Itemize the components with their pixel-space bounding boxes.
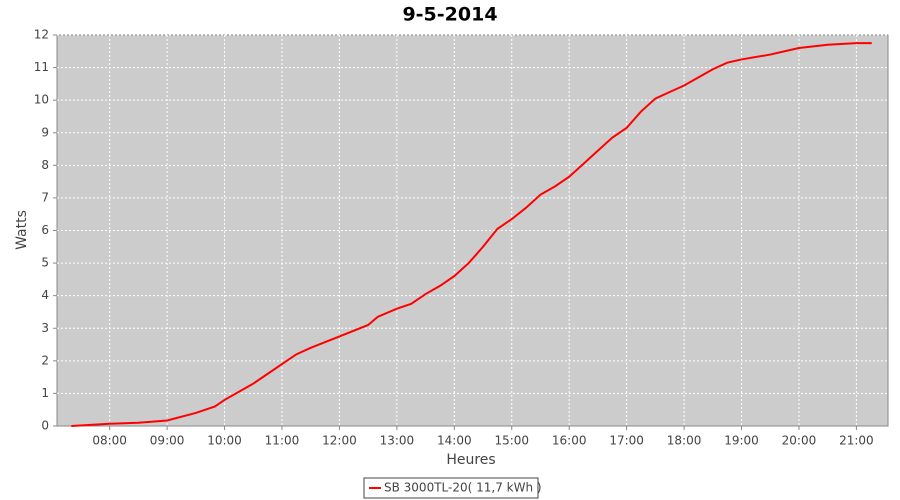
y-tick-label: 2	[41, 353, 49, 367]
x-tick-label: 13:00	[380, 434, 415, 448]
x-tick-label: 09:00	[150, 434, 185, 448]
y-axis-title: Watts	[14, 210, 30, 250]
y-tick-label: 9	[41, 125, 49, 139]
x-tick-label: 19:00	[724, 434, 759, 448]
x-tick-label: 17:00	[609, 434, 644, 448]
x-tick-label: 15:00	[494, 434, 529, 448]
line	[71, 42, 872, 427]
x-tick-label: 12:00	[322, 434, 357, 448]
x-tick-label: 21:00	[839, 434, 874, 448]
x-tick-label: 16:00	[552, 434, 587, 448]
y-tick-label: 11	[34, 60, 49, 74]
y-tick-label: 0	[41, 419, 49, 433]
legend-box	[363, 477, 539, 499]
y-tick-label: 10	[34, 93, 49, 107]
x-tick-label: 20:00	[782, 434, 817, 448]
x-tick-label: 14:00	[437, 434, 472, 448]
chart-title: 9-5-2014	[402, 4, 497, 26]
y-tick-label: 5	[41, 256, 49, 270]
y-tick-label: 4	[41, 288, 49, 302]
x-tick-label: 11:00	[265, 434, 300, 448]
y-tick-label: 7	[41, 190, 49, 204]
y-tick-label: 1	[41, 386, 49, 400]
y-tick-label: 3	[41, 321, 49, 335]
y-tick-label: 6	[41, 223, 49, 237]
x-tick-label: 10:00	[207, 434, 242, 448]
x-axis-title: Heures	[446, 452, 495, 468]
x-tick-label: 18:00	[667, 434, 702, 448]
legend-label: SB 3000TL-20( 11,7 kWh )	[384, 481, 542, 495]
x-tick-label: 08:00	[92, 434, 127, 448]
y-tick-label: 8	[41, 158, 49, 172]
y-tick-label: 12	[34, 28, 49, 42]
